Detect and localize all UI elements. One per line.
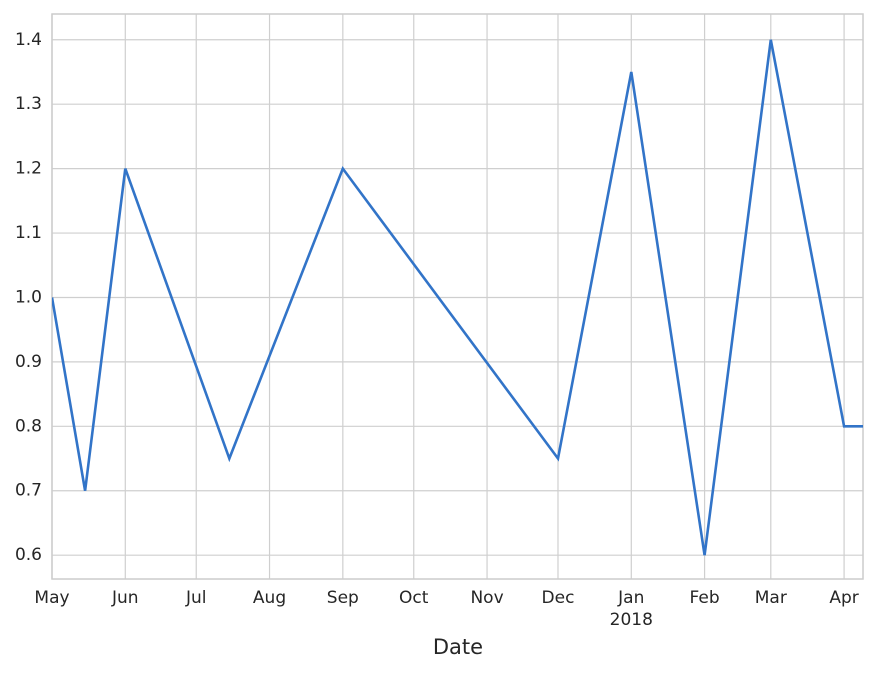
data-line [52, 39, 863, 556]
y-tick-label: 1.4 [15, 30, 42, 50]
x-tick-label: Jun [111, 588, 139, 608]
plot-frame [51, 13, 864, 580]
x-tick-label: Jan [617, 588, 644, 608]
x-tick-label: Oct [399, 588, 429, 608]
x-tick-label: Feb [690, 588, 720, 608]
x-tick-label: Sep [327, 588, 359, 608]
y-tick-label: 0.8 [15, 416, 42, 436]
y-tick-label: 1.0 [15, 287, 42, 307]
x-axis-label: Date [433, 635, 483, 659]
x-tick-label: Apr [829, 588, 858, 608]
x-tick-label: Dec [542, 588, 575, 608]
x-tick-label: Aug [253, 588, 286, 608]
y-tick-label: 1.1 [15, 223, 42, 243]
x-tick-label: Nov [470, 588, 503, 608]
y-tick-label: 0.7 [15, 481, 42, 501]
y-tick-label: 0.6 [15, 545, 42, 565]
x-tick-label: May [34, 588, 69, 608]
x-tick-label: Jul [185, 588, 207, 608]
y-tick-label: 1.3 [15, 94, 42, 114]
y-tick-label: 1.2 [15, 159, 42, 179]
x-year-label: 2018 [610, 610, 653, 630]
x-tick-label: Mar [755, 588, 787, 608]
y-tick-label: 0.9 [15, 352, 42, 372]
